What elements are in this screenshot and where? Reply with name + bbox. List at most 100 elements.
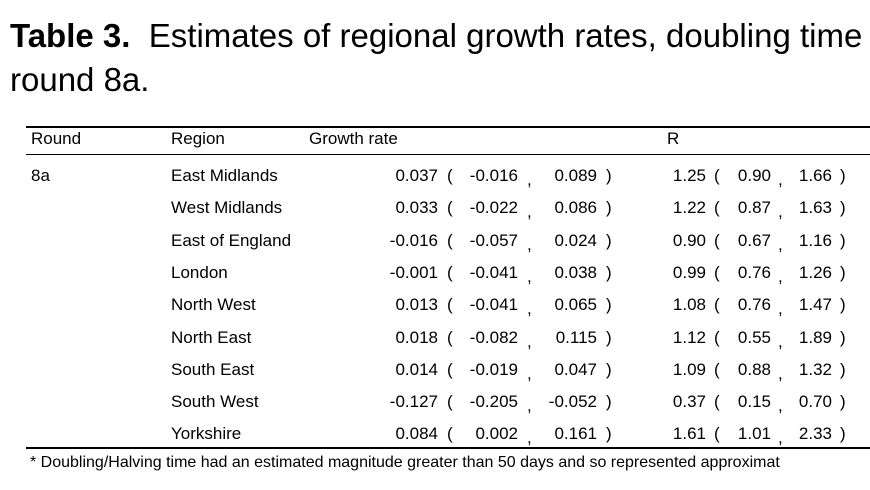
growth-estimate: 0.014 xyxy=(395,359,438,379)
ci-comma: , xyxy=(527,234,532,254)
table-bottom-rule xyxy=(26,447,870,449)
table-row: East Midlands 0.037 (-0.016, 0.089) 1.25 (0.9… xyxy=(0,158,870,190)
growth-ci-upper: -0.052 xyxy=(548,392,597,412)
open-paren: ( xyxy=(447,424,453,444)
table-row: South West -0.127 (-0.205, -0.052) 0.37 (0.15… xyxy=(0,384,870,416)
growth-ci-upper: 0.161 xyxy=(554,424,597,444)
growth-ci-upper: 0.115 xyxy=(555,327,597,347)
growth-estimate: -0.016 xyxy=(389,230,438,250)
header-round: Round xyxy=(31,129,82,148)
region-cell: West Midlands xyxy=(171,198,283,218)
round-value: 8a xyxy=(31,166,50,185)
r-estimate: 1.08 xyxy=(672,295,706,315)
growth-estimate: 0.037 xyxy=(395,166,438,185)
r-ci-lower: 0.76 xyxy=(737,262,771,282)
region-cell: North East xyxy=(171,327,252,347)
close-paren: ) xyxy=(606,166,612,185)
ci-comma: , xyxy=(778,202,783,222)
close-paren: ) xyxy=(840,327,846,347)
ci-comma: , xyxy=(527,428,532,448)
r-ci-upper: 2.33 xyxy=(798,424,832,444)
growth-ci-lower: -0.205 xyxy=(469,392,518,412)
caption-line-2: round 8a. xyxy=(10,61,150,98)
close-paren: ) xyxy=(606,424,612,444)
caption-text: Estimates of regional growth rates, doub… xyxy=(148,17,863,54)
table-row: Yorkshire 0.084 (0.002, 0.161) 1.61 (1.01, 2.3… xyxy=(0,416,870,448)
growth-ci-lower: -0.022 xyxy=(469,198,518,218)
r-ci-lower: 0.67 xyxy=(737,230,771,250)
ci-comma: , xyxy=(778,363,783,383)
region-cell: North West xyxy=(171,295,256,315)
r-ci-lower: 0.76 xyxy=(737,295,771,315)
growth-estimate: 0.084 xyxy=(395,424,438,444)
open-paren: ( xyxy=(714,359,720,379)
r-ci-lower: 0.88 xyxy=(737,359,771,379)
growth-ci-upper: 0.065 xyxy=(554,295,597,315)
table-row: East of England -0.016 (-0.057, 0.024) 0.90 (… xyxy=(0,223,870,255)
open-paren: ( xyxy=(447,198,453,218)
growth-ci-lower: -0.019 xyxy=(469,359,518,379)
r-estimate: 0.90 xyxy=(672,230,706,250)
ci-comma: , xyxy=(527,266,532,286)
growth-ci-lower: -0.082 xyxy=(469,327,518,347)
open-paren: ( xyxy=(714,166,720,185)
close-paren: ) xyxy=(606,392,612,412)
open-paren: ( xyxy=(447,392,453,412)
header-r: R xyxy=(667,129,680,148)
growth-ci-lower: -0.016 xyxy=(469,166,518,185)
ci-comma: , xyxy=(778,396,783,416)
r-ci-upper: 1.16 xyxy=(798,230,832,250)
r-estimate: 1.22 xyxy=(672,198,706,218)
close-paren: ) xyxy=(606,262,612,282)
growth-estimate: 0.018 xyxy=(395,327,438,347)
ci-comma: , xyxy=(778,234,783,254)
ci-comma: , xyxy=(527,202,532,222)
growth-ci-lower: -0.057 xyxy=(469,230,518,250)
ci-comma: , xyxy=(778,428,783,448)
close-paren: ) xyxy=(840,295,846,315)
r-ci-upper: 0.70 xyxy=(798,392,832,412)
open-paren: ( xyxy=(447,166,453,185)
table-header-rule xyxy=(26,154,870,155)
region-cell: London xyxy=(171,262,228,282)
table-top-rule xyxy=(26,126,870,128)
close-paren: ) xyxy=(606,359,612,379)
table-caption: Table 3. Estimates of regional growth ra… xyxy=(10,14,870,102)
open-paren: ( xyxy=(714,262,720,282)
ci-comma: , xyxy=(527,170,532,189)
ci-comma: , xyxy=(778,170,783,189)
table-row: North West 0.013 (-0.041, 0.065) 1.08 (0.76, 1… xyxy=(0,287,870,319)
close-paren: ) xyxy=(606,230,612,250)
open-paren: ( xyxy=(447,359,453,379)
r-ci-upper: 1.63 xyxy=(798,198,832,218)
open-paren: ( xyxy=(714,424,720,444)
r-ci-upper: 1.66 xyxy=(798,166,832,185)
header-growth-rate: Growth rate xyxy=(309,129,398,148)
close-paren: ) xyxy=(840,198,846,218)
table-footnote: * Doubling/Halving time had an estimated… xyxy=(30,454,780,471)
ci-comma: , xyxy=(527,331,532,351)
r-estimate: 1.61 xyxy=(672,424,706,444)
open-paren: ( xyxy=(714,392,720,412)
r-estimate: 1.25 xyxy=(672,166,706,185)
r-estimate: 0.37 xyxy=(672,392,706,412)
region-cell: East of England xyxy=(171,230,292,250)
table-row: London -0.001 (-0.041, 0.038) 0.99 (0.76, 1.26… xyxy=(0,255,870,287)
header-region: Region xyxy=(171,129,225,148)
region-cell: Yorkshire xyxy=(171,424,242,444)
r-ci-lower: 0.87 xyxy=(737,198,771,218)
r-ci-lower: 0.55 xyxy=(737,327,771,347)
close-paren: ) xyxy=(840,262,846,282)
open-paren: ( xyxy=(447,295,453,315)
growth-estimate: 0.013 xyxy=(395,295,438,315)
ci-comma: , xyxy=(527,363,532,383)
r-ci-upper: 1.26 xyxy=(798,262,832,282)
close-paren: ) xyxy=(840,392,846,412)
growth-ci-upper: 0.047 xyxy=(554,359,597,379)
growth-ci-upper: 0.086 xyxy=(554,198,597,218)
close-paren: ) xyxy=(840,166,846,185)
open-paren: ( xyxy=(447,327,453,347)
open-paren: ( xyxy=(714,295,720,315)
r-ci-upper: 1.32 xyxy=(798,359,832,379)
growth-ci-lower: 0.002 xyxy=(475,424,518,444)
